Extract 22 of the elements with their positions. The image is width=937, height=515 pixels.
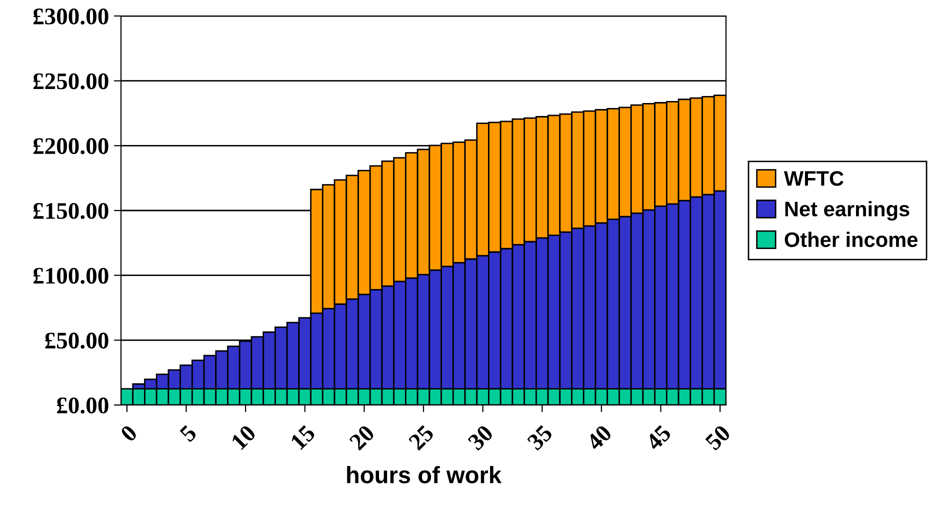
x-tick-label: 0 [120, 424, 138, 443]
x-tick-label: 50 [704, 424, 732, 451]
legend-label: WFTC [784, 171, 844, 186]
x-axis-title: hours of work [347, 466, 502, 484]
legend-label: Other income [784, 232, 918, 248]
x-tick-label: 25 [408, 424, 435, 451]
x-tick-label: 35 [526, 424, 554, 451]
y-tick-label: £0.00 [57, 397, 108, 414]
y-tick-label: £300.00 [33, 8, 108, 25]
y-tick-label: £100.00 [33, 268, 108, 284]
x-tick-label: 10 [230, 424, 257, 450]
y-tick-label: £200.00 [33, 138, 108, 154]
x-tick-label: 5 [179, 424, 198, 442]
y-tick-label: £150.00 [33, 202, 108, 220]
x-tick-label: 15 [290, 424, 316, 450]
y-tick-label: £250.00 [33, 73, 108, 90]
legend-label: Net earnings [785, 201, 910, 221]
y-tick-label: £50.00 [45, 332, 108, 349]
x-tick-label: 30 [467, 424, 494, 451]
x-tick-label: 20 [348, 424, 376, 451]
x-tick-label: 40 [585, 424, 613, 452]
x-tick-label: 45 [644, 424, 672, 452]
